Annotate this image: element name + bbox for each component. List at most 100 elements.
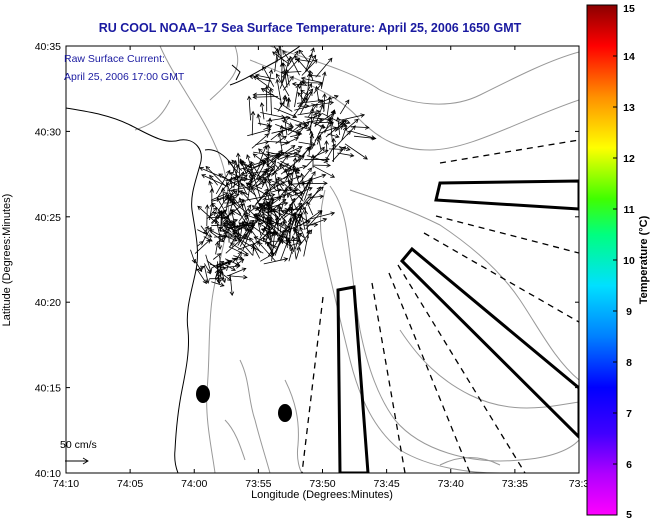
current-vector-arrow — [251, 133, 270, 149]
current-vector-arrow — [216, 264, 222, 285]
current-vector-arrow — [229, 176, 234, 188]
current-vector-arrow — [328, 146, 344, 152]
colorbar: 15 14 13 12 11 10 9 8 7 6 5 Temperature (°C) — [586, 3, 650, 519]
current-vector-arrow — [279, 163, 294, 182]
current-vector-arrow — [253, 246, 261, 259]
scale-label: 50 cm/s — [60, 439, 97, 451]
current-vector-arrow — [282, 117, 288, 136]
contour-line — [329, 185, 579, 462]
transect-line — [439, 139, 579, 164]
current-vector-arrow — [304, 116, 332, 122]
current-vector-arrow — [238, 197, 250, 229]
current-vector-arrow — [277, 225, 291, 240]
current-vector-arrow — [206, 211, 217, 220]
y-tick-label: 40:10 — [35, 468, 61, 480]
current-vector-arrow — [242, 168, 263, 178]
current-vector-arrow — [293, 206, 306, 232]
y-axis-ticks: 40:35 40:30 40:25 40:20 40:15 40:10 — [35, 41, 579, 480]
colorbar-tick-label: 8 — [626, 357, 632, 369]
current-vector-arrow — [233, 255, 244, 260]
current-vector-arrow — [344, 143, 368, 160]
current-vector-arrow — [201, 174, 229, 188]
current-vector-arrow — [281, 137, 299, 146]
y-tick-label: 40:25 — [35, 212, 61, 224]
current-vector-arrow — [283, 172, 293, 180]
current-vector-arrow — [231, 159, 242, 171]
survey-box — [399, 246, 579, 440]
transect-line — [388, 272, 471, 473]
current-vector-arrow — [228, 171, 245, 179]
contour-line — [269, 46, 579, 105]
transect-line — [397, 264, 526, 473]
current-vector-arrow — [274, 48, 280, 73]
current-vector-arrow — [280, 160, 301, 172]
contour-line — [249, 59, 579, 151]
colorbar-tick-label: 13 — [623, 102, 635, 114]
current-vector-arrow — [266, 201, 271, 224]
current-vector-arrow — [308, 217, 328, 226]
current-vector-arrow — [298, 49, 310, 63]
current-vector-arrow — [318, 126, 338, 134]
current-vector-arrow — [253, 75, 274, 91]
current-vector-arrow — [305, 146, 325, 168]
current-vector-arrow — [205, 165, 226, 187]
current-vector-arrow — [283, 75, 294, 91]
current-vector-arrow — [309, 211, 336, 220]
current-vector-arrow — [226, 188, 235, 206]
transect-line — [301, 296, 324, 473]
current-vector-arrow — [296, 246, 301, 259]
current-vector-arrow — [297, 91, 306, 103]
current-vector-arrow — [301, 80, 323, 85]
x-tick-label: 73:45 — [373, 478, 399, 490]
current-vector-arrow — [282, 218, 288, 248]
current-vector-arrow — [340, 113, 366, 121]
x-tick-label: 73:55 — [245, 478, 271, 490]
current-vector-arrow — [231, 224, 248, 233]
current-vector-arrow — [267, 69, 274, 89]
current-vector-arrow — [288, 247, 295, 262]
current-vector-arrow — [211, 193, 240, 202]
contour-line — [349, 189, 579, 381]
current-vector-arrow — [285, 166, 292, 182]
colorbar-gradient — [586, 4, 618, 516]
current-vector-arrow — [331, 137, 336, 163]
current-vector-arrow — [284, 186, 289, 199]
colorbar-tick-label: 14 — [623, 51, 635, 63]
current-vector-arrow — [288, 192, 299, 212]
current-vector-arrow — [253, 236, 278, 248]
current-vector-arrow — [248, 172, 254, 190]
current-vector-arrow — [324, 140, 329, 151]
current-vector-arrow — [282, 94, 287, 106]
current-vector-arrow — [221, 264, 241, 269]
survey-box — [434, 179, 579, 211]
current-vector-arrow — [245, 193, 276, 201]
coastline-path — [231, 64, 241, 81]
current-vector-arrow — [210, 192, 229, 201]
coastline-path — [66, 107, 202, 473]
current-vector-arrow — [294, 203, 304, 226]
figure-title: RU COOL NOAA−17 Sea Surface Temperature:… — [99, 21, 522, 35]
current-vector-arrow — [291, 81, 308, 87]
survey-boxes — [336, 179, 579, 473]
contour-line — [239, 359, 271, 473]
current-vector-arrow — [286, 97, 291, 109]
current-vector-arrow — [263, 125, 273, 131]
current-vector-arrow — [247, 128, 272, 137]
current-vector-arrow — [227, 223, 242, 230]
current-vector-arrow — [307, 103, 318, 118]
current-vector-arrow — [247, 213, 261, 238]
current-vector-arrow — [272, 238, 284, 257]
current-vector-arrow — [275, 124, 301, 135]
current-vector-arrow — [249, 158, 264, 186]
station-marker — [196, 385, 210, 403]
current-vector-arrow — [303, 186, 324, 206]
current-vector-arrow — [294, 55, 311, 74]
current-vector-arrow — [225, 225, 241, 235]
current-vector-arrow — [298, 141, 316, 147]
raw-current-label: Raw Surface Current: — [64, 53, 165, 65]
current-vector-arrow — [222, 209, 234, 223]
contour-line — [439, 457, 501, 466]
raw-current-time: April 25, 2006 17:00 GMT — [64, 71, 185, 83]
current-vector-arrow — [312, 165, 336, 178]
current-vector-arrow — [285, 146, 303, 155]
